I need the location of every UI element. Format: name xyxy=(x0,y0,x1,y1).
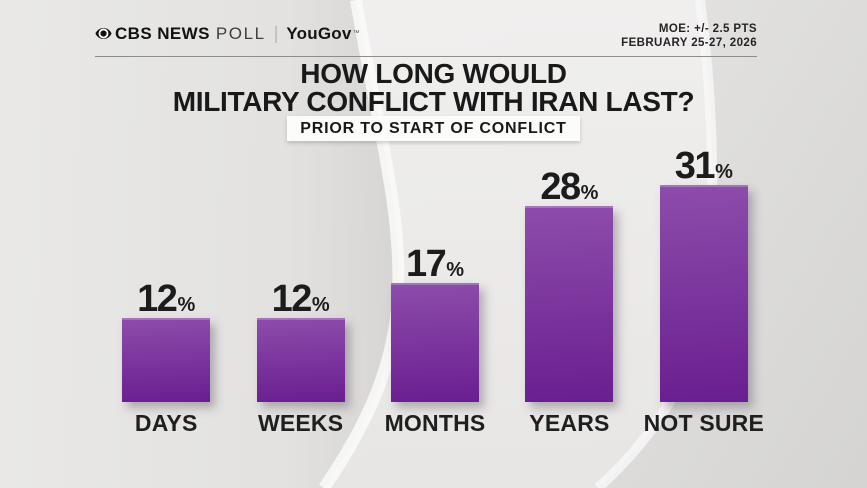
bar-category-label: DAYS xyxy=(134,410,198,436)
bar-value-label: 12% xyxy=(271,277,330,320)
bar-value-label: 28% xyxy=(540,165,599,208)
brand-name: CBS NEWS xyxy=(115,23,210,43)
bar-value-label: 12% xyxy=(137,277,196,320)
bar-column: 28% YEARS xyxy=(502,150,636,444)
bar-value-number: 12 xyxy=(137,277,178,320)
bar-category-label: MONTHS xyxy=(384,410,486,436)
header: CBS NEWS POLL | YouGov ™ MOE: +/- 2.5 PT… xyxy=(95,23,757,50)
bar-value-number: 12 xyxy=(271,277,313,320)
bar xyxy=(122,318,211,402)
percent-sign: % xyxy=(177,293,196,316)
bar xyxy=(256,318,345,402)
bar-value-label: 31% xyxy=(674,144,733,187)
bar xyxy=(659,185,748,402)
poll-meta: MOE: +/- 2.5 PTS FEBRUARY 25-27, 2026 xyxy=(621,23,757,50)
title-line-1: HOW LONG WOULD xyxy=(300,58,567,89)
partner-logo: YouGov xyxy=(286,23,352,43)
bar-category-label: WEEKS xyxy=(257,410,344,436)
bar-chart: 12% DAYS 12% WEEKS 17% MONTHS 28% YEARS 31% NOT S… xyxy=(99,144,771,444)
subtitle-row: PRIOR TO START OF CONFLICT xyxy=(0,116,867,141)
header-divider xyxy=(95,56,757,57)
bar-category-label: NOT SURE xyxy=(643,410,765,436)
cbs-eye-icon xyxy=(95,25,112,42)
title-line-2: MILITARY CONFLICT WITH IRAN LAST? xyxy=(172,86,695,117)
bar-value-number: 28 xyxy=(540,165,581,208)
percent-sign: % xyxy=(311,293,330,316)
brand: CBS NEWS POLL | YouGov ™ xyxy=(95,24,360,42)
trademark-symbol: ™ xyxy=(352,29,360,37)
bar-category-label: YEARS xyxy=(529,410,610,436)
percent-sign: % xyxy=(580,181,599,204)
bar xyxy=(525,206,614,402)
brand-separator: | xyxy=(273,23,279,43)
brand-poll-label: POLL xyxy=(215,23,266,43)
bar-value-number: 31 xyxy=(674,144,716,187)
poll-dates: FEBRUARY 25-27, 2026 xyxy=(621,36,757,49)
bar-value-label: 17% xyxy=(405,242,465,285)
bar-column: 17% MONTHS xyxy=(368,150,502,444)
margin-of-error: MOE: +/- 2.5 PTS xyxy=(658,23,757,35)
bar-value-number: 17 xyxy=(405,242,447,285)
percent-sign: % xyxy=(446,258,465,281)
percent-sign: % xyxy=(715,160,733,183)
page-title: HOW LONG WOULD MILITARY CONFLICT WITH IR… xyxy=(0,60,867,116)
bar-column: 12% DAYS xyxy=(99,150,233,444)
subtitle-badge: PRIOR TO START OF CONFLICT xyxy=(287,116,580,141)
bar-column: 12% WEEKS xyxy=(233,150,367,444)
bar-column: 31% NOT SURE xyxy=(637,144,771,444)
bar xyxy=(391,283,480,402)
